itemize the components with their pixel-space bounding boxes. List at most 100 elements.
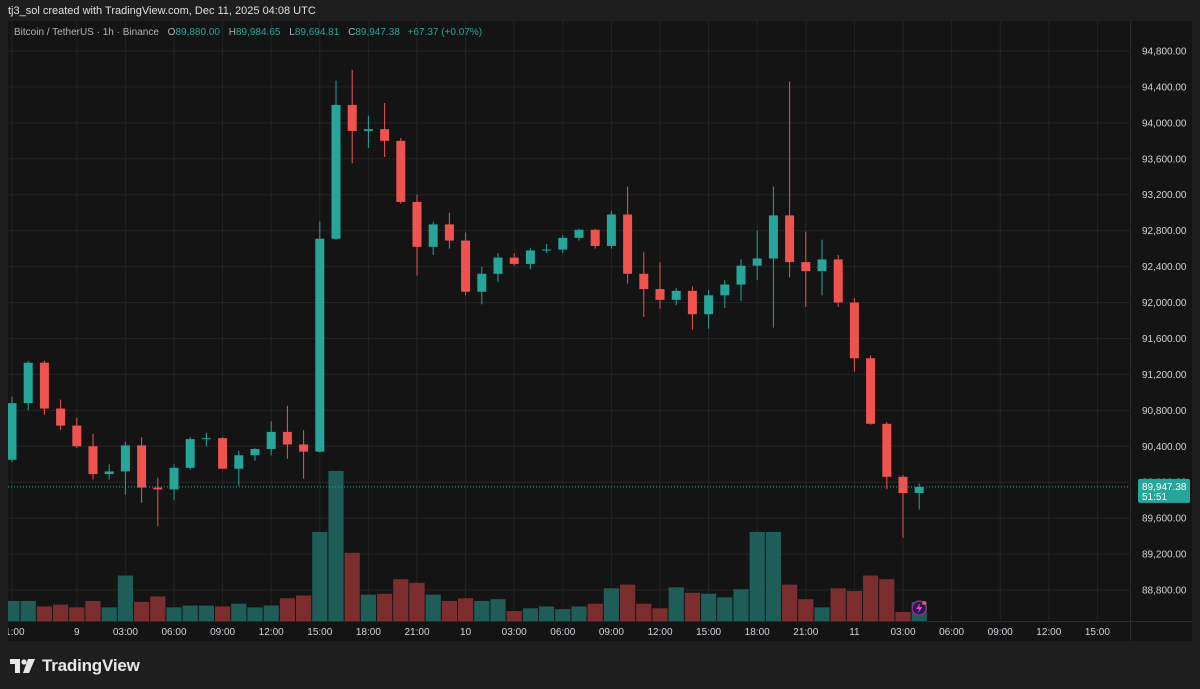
- x-tick-label: 09:00: [210, 627, 235, 638]
- volume-bar: [587, 603, 603, 621]
- volume-bar: [296, 595, 312, 621]
- x-tick-label: 18:00: [356, 627, 381, 638]
- candle-body: [461, 240, 471, 292]
- candle-body: [201, 438, 211, 440]
- symbol-legend: Bitcoin / TetherUS · 1h · Binance O89,88…: [14, 27, 482, 38]
- volume-bar: [279, 598, 295, 621]
- volume-bar: [555, 609, 571, 621]
- candle-body: [56, 408, 66, 426]
- x-tick-label: 10: [460, 627, 472, 638]
- volume-bar: [879, 579, 895, 621]
- volume-bar: [312, 531, 328, 621]
- volume-bar: [522, 608, 538, 621]
- close-label: C: [348, 27, 356, 38]
- candle-body: [833, 259, 843, 303]
- candle-body: [315, 238, 325, 452]
- volume-bar: [215, 606, 231, 621]
- candle-body: [704, 295, 714, 315]
- candle-body: [120, 445, 130, 472]
- volume-bar: [895, 611, 911, 621]
- volume-bar: [328, 471, 344, 621]
- volume-bar: [117, 575, 133, 621]
- notification-dot-icon: [922, 601, 927, 605]
- candle-body: [477, 273, 487, 292]
- volume-bar: [458, 598, 474, 621]
- y-tick-label: 92,400.00: [1142, 262, 1187, 273]
- x-tick-label: 06:00: [161, 627, 186, 638]
- candle-body: [866, 358, 876, 424]
- volume-bar: [69, 607, 85, 621]
- y-tick-label: 89,200.00: [1142, 550, 1187, 561]
- chart-panel[interactable]: 88,800.0089,200.0089,600.0090,000.0090,4…: [8, 21, 1192, 641]
- candle-body: [655, 289, 665, 300]
- candle-body: [396, 140, 406, 202]
- plot-background: [8, 21, 1192, 641]
- volume-bar: [863, 575, 879, 621]
- close-value: 89,947.38: [355, 27, 400, 38]
- candle-body: [428, 224, 438, 247]
- candle-body: [509, 257, 519, 264]
- candle-body: [801, 262, 811, 272]
- candle-body: [444, 224, 454, 241]
- x-tick-label: 9: [74, 627, 80, 638]
- volume-bar: [425, 594, 441, 621]
- low-label: L: [289, 27, 295, 38]
- volume-bar: [53, 604, 69, 621]
- x-tick-label: 09:00: [599, 627, 624, 638]
- candle-body: [898, 476, 908, 493]
- x-tick-label: 12:00: [647, 627, 672, 638]
- volume-bar: [377, 593, 393, 621]
- volume-bar: [782, 584, 798, 621]
- candlestick-chart[interactable]: 88,800.0089,200.0089,600.0090,000.0090,4…: [8, 21, 1192, 641]
- y-tick-label: 90,400.00: [1142, 442, 1187, 453]
- candle-body: [736, 265, 746, 285]
- x-tick-label: 06:00: [939, 627, 964, 638]
- tradingview-brand: TradingView: [42, 656, 140, 675]
- candle-body: [185, 439, 195, 468]
- candle-body: [380, 129, 390, 141]
- volume-bar: [134, 601, 150, 621]
- volume-bar: [490, 599, 506, 621]
- x-tick-label: 12:00: [259, 627, 284, 638]
- volume-bar: [814, 607, 830, 621]
- candle-body: [250, 448, 260, 456]
- candle-body: [169, 467, 179, 490]
- volume-bar: [409, 582, 425, 621]
- lightning-bolt-icon: [916, 603, 923, 613]
- candle-body: [88, 446, 98, 475]
- x-tick-label: 12:00: [1036, 627, 1061, 638]
- candle-body: [8, 403, 17, 460]
- candle-body: [623, 214, 633, 274]
- candle-body: [299, 444, 309, 452]
- candle-body: [720, 284, 730, 296]
- open-value: 89,880.00: [175, 27, 220, 38]
- volume-bar: [668, 587, 684, 621]
- volume-bar: [20, 601, 36, 621]
- volume-bar: [36, 606, 52, 621]
- symbol-name: Bitcoin / TetherUS · 1h · Binance: [14, 27, 159, 38]
- candle-body: [153, 487, 163, 490]
- volume-bar: [765, 531, 781, 621]
- y-tick-label: 88,800.00: [1142, 586, 1187, 597]
- y-tick-label: 94,000.00: [1142, 118, 1187, 129]
- y-tick-label: 93,200.00: [1142, 190, 1187, 201]
- tradingview-logo-icon: [10, 659, 35, 673]
- y-tick-label: 91,600.00: [1142, 334, 1187, 345]
- volume-bar: [150, 596, 166, 621]
- candle-body: [412, 201, 422, 247]
- y-tick-label: 93,600.00: [1142, 154, 1187, 165]
- volume-bar: [231, 603, 247, 621]
- volume-bar: [846, 591, 862, 621]
- candle-body: [542, 249, 552, 251]
- candle-body: [639, 273, 649, 290]
- x-tick-label: 03:00: [113, 627, 138, 638]
- countdown-label: 51:51: [1142, 492, 1167, 503]
- candle-body: [785, 215, 795, 263]
- open-label: O: [167, 27, 176, 38]
- tradingview-footer[interactable]: TradingView: [10, 656, 140, 676]
- high-value: 89,984.65: [235, 27, 281, 38]
- candle-body: [266, 431, 276, 449]
- y-tick-label: 94,800.00: [1142, 47, 1187, 58]
- x-tick-label: 06:00: [550, 627, 575, 638]
- y-tick-label: 89,600.00: [1142, 514, 1187, 525]
